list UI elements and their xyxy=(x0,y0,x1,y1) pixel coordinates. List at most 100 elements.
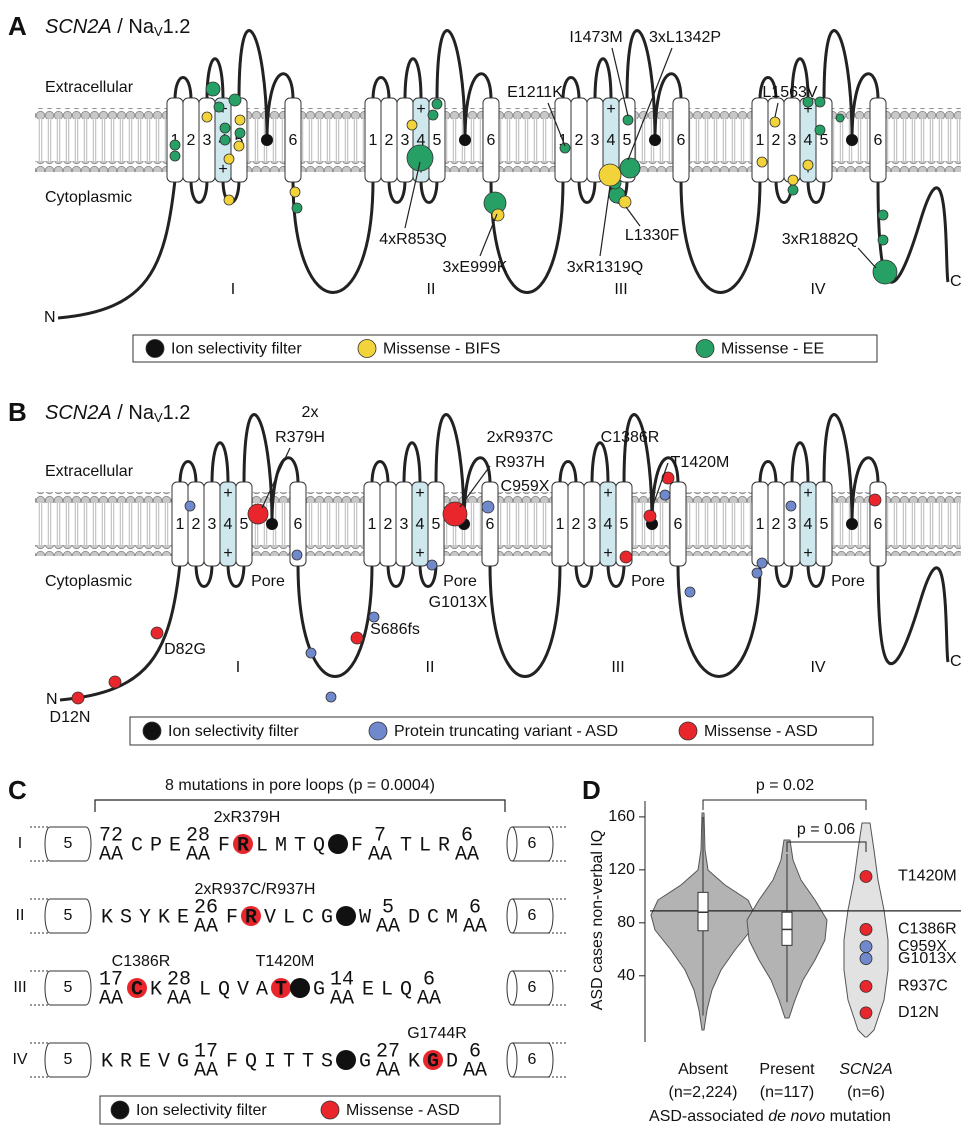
pointer-line xyxy=(600,186,610,256)
legend-marker xyxy=(321,1101,339,1119)
helix-number: 4 xyxy=(224,516,233,533)
charge-mark: + xyxy=(803,485,812,502)
n-label: (n=117) xyxy=(760,1084,814,1101)
selectivity-filter xyxy=(649,134,661,146)
legend-label: Ion selectivity filter xyxy=(171,341,302,358)
residue: D xyxy=(446,1050,458,1073)
mutation-label: C1386R xyxy=(601,429,660,446)
residue: G xyxy=(313,978,325,1001)
variant-dot xyxy=(235,115,245,125)
gene-name: SCN2A xyxy=(45,16,112,38)
selectivity-filter xyxy=(459,134,471,146)
helix-number: 2 xyxy=(187,132,196,149)
residue: F xyxy=(226,1050,238,1073)
helix-number: 5 xyxy=(433,132,442,149)
residue: D xyxy=(408,906,420,929)
residue: T xyxy=(294,834,306,857)
helix-number: 2 xyxy=(772,132,781,149)
n-terminus: N xyxy=(46,691,58,708)
residue: E xyxy=(139,1050,151,1073)
charge-mark: + xyxy=(415,485,424,502)
pore-label: Pore xyxy=(631,573,665,590)
x-tick-label: Absent xyxy=(678,1061,728,1078)
residue: K xyxy=(408,1050,420,1073)
c-terminus: C xyxy=(950,653,961,670)
mutation-label: L1563V xyxy=(762,84,817,101)
helix-number: 6 xyxy=(289,132,298,149)
title-sub: V xyxy=(154,410,163,425)
point xyxy=(860,980,872,992)
residue: V xyxy=(237,978,249,1001)
point xyxy=(860,953,872,965)
mutation-label: I1473M xyxy=(569,29,622,46)
variant-dot xyxy=(214,102,224,112)
mutation-label: 2x xyxy=(302,404,319,421)
panel-letter: A xyxy=(8,11,27,41)
helix-number: 1 xyxy=(756,132,765,149)
gap-unit: AA xyxy=(330,987,354,1010)
variant-dot xyxy=(873,260,897,284)
c-terminus: C xyxy=(950,273,961,290)
n-label: (n=6) xyxy=(847,1084,885,1101)
helix-number: 6 xyxy=(874,132,883,149)
charge-mark: + xyxy=(218,161,227,178)
residue: C xyxy=(302,906,314,929)
residue: P xyxy=(150,834,162,857)
y-tick-label: 120 xyxy=(608,861,635,878)
row-numeral: III xyxy=(13,979,26,996)
variant-dot xyxy=(836,114,844,122)
panel-title: SCN2A / NaV1.2 xyxy=(45,402,190,425)
residue: L xyxy=(283,906,295,929)
residue: M xyxy=(275,834,287,857)
variant-dot xyxy=(220,123,230,133)
helix-number: 5 xyxy=(64,979,73,996)
mutation-label: 2xR937C xyxy=(487,429,554,446)
variant-dot xyxy=(878,235,888,245)
mutation-label: D82G xyxy=(164,641,206,658)
helix-number: 2 xyxy=(384,516,393,533)
mutation-label: S686fs xyxy=(370,621,420,638)
residue: S xyxy=(120,906,132,929)
residue-mutation: T1420M xyxy=(256,953,315,970)
helix-number: 2 xyxy=(385,132,394,149)
cytoplasmic-label: Cytoplasmic xyxy=(45,189,132,206)
legend-marker xyxy=(696,340,714,358)
title-sub: V xyxy=(154,24,163,39)
residue: R xyxy=(120,1050,132,1073)
helix-number: 3 xyxy=(591,132,600,149)
helix-number: 2 xyxy=(192,516,201,533)
row-numeral: I xyxy=(18,835,22,852)
residue: T xyxy=(400,834,412,857)
residue: V xyxy=(158,1050,170,1073)
mutation-label: E1211K xyxy=(507,84,563,101)
helix-number: 2 xyxy=(772,516,781,533)
mutation-label: G1013X xyxy=(429,594,488,611)
variant-dot xyxy=(235,128,245,138)
residue: E xyxy=(169,834,181,857)
gap-unit: AA xyxy=(376,915,400,938)
gap-unit: AA xyxy=(99,843,123,866)
point-label: D12N xyxy=(898,1004,939,1021)
panel-title: SCN2A / NaV1.2 xyxy=(45,16,190,39)
residue: Q xyxy=(218,978,230,1001)
gap-unit: AA xyxy=(463,1059,487,1082)
point-label: R937C xyxy=(898,978,948,995)
helix-number: 6 xyxy=(528,907,537,924)
variant-dot xyxy=(620,158,640,178)
helix-number: 6 xyxy=(487,132,496,149)
charge-mark: + xyxy=(415,545,424,562)
mutation-label: T1420M xyxy=(671,454,730,471)
selectivity-filter xyxy=(266,518,278,530)
mutation-label: 3xE999K xyxy=(443,259,508,276)
domain-label: IV xyxy=(810,281,825,298)
figure: ASCN2A / NaV1.2ExtracellularCytoplasmicN… xyxy=(0,0,961,1125)
panel-letter: C xyxy=(8,775,27,805)
variant-dot xyxy=(644,510,656,522)
helix-number: 4 xyxy=(416,516,425,533)
helix-number: 6 xyxy=(294,516,303,533)
gap-unit: AA xyxy=(194,915,218,938)
legend-label: Missense - EE xyxy=(721,341,824,358)
variant-dot xyxy=(599,164,621,186)
residue: S xyxy=(321,1050,333,1073)
variant-dot xyxy=(407,145,433,171)
